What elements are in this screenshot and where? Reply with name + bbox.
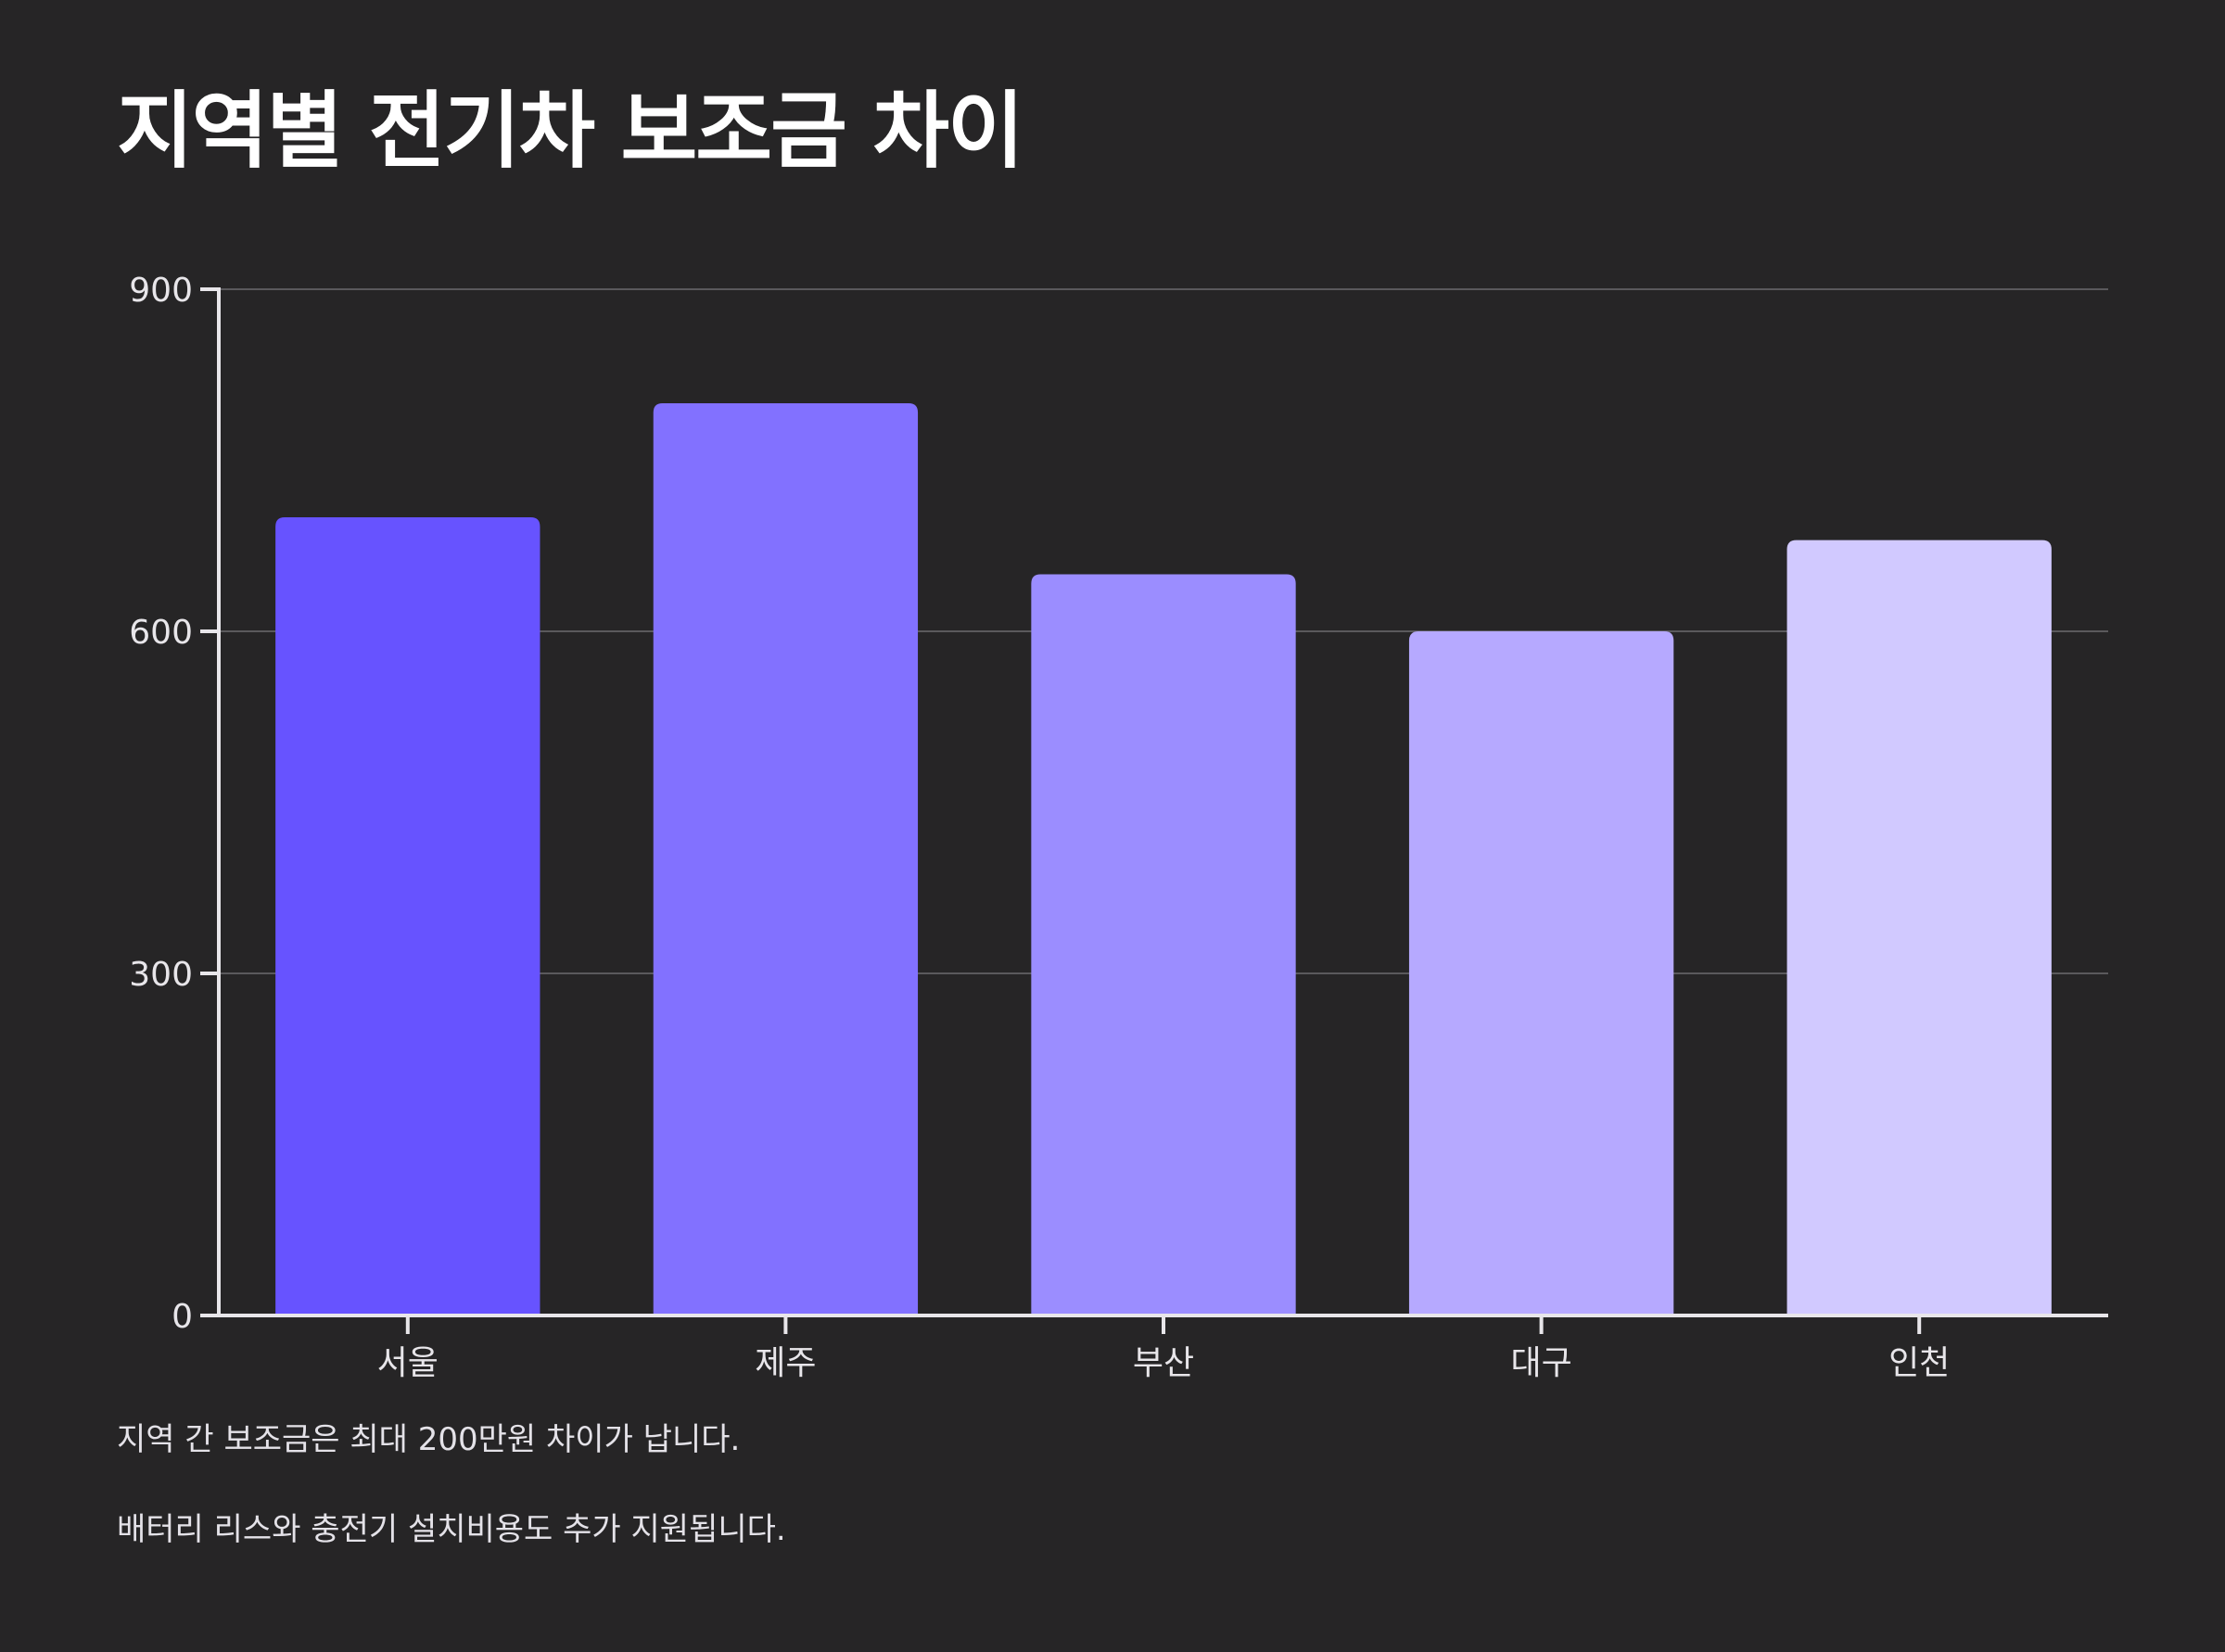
footnote-max-difference: 지역 간 보조금은 최대 200만원 차이가 납니다.	[117, 1421, 741, 1458]
chart-title: 지역별 전기차 보조금 차이	[117, 83, 1024, 180]
y-tick-label: 900	[129, 272, 193, 310]
x-tick-label: 인천	[1888, 1344, 1950, 1382]
bars	[275, 403, 2052, 1315]
bar-5	[1786, 540, 2052, 1315]
x-tick-label: 부산	[1133, 1344, 1194, 1382]
axes	[200, 287, 2108, 1334]
tick-labels: 0 300 600 900 서울 제주 부산 대구 인천	[129, 272, 1950, 1382]
y-tick-label: 0	[172, 1298, 193, 1336]
x-tick-label: 제주	[755, 1344, 816, 1382]
bar-2	[653, 403, 919, 1315]
x-tick-label: 대구	[1510, 1344, 1571, 1382]
bar-3	[1031, 574, 1296, 1315]
bar-1	[275, 517, 540, 1315]
footnote-extra-support: 배터리 리스와 충전기 설치비용도 추가 지원됩니다.	[117, 1511, 786, 1548]
bar-4	[1408, 631, 1674, 1315]
y-tick-label: 300	[129, 956, 193, 994]
x-tick-label: 서울	[377, 1344, 439, 1382]
y-tick-label: 600	[129, 614, 193, 652]
